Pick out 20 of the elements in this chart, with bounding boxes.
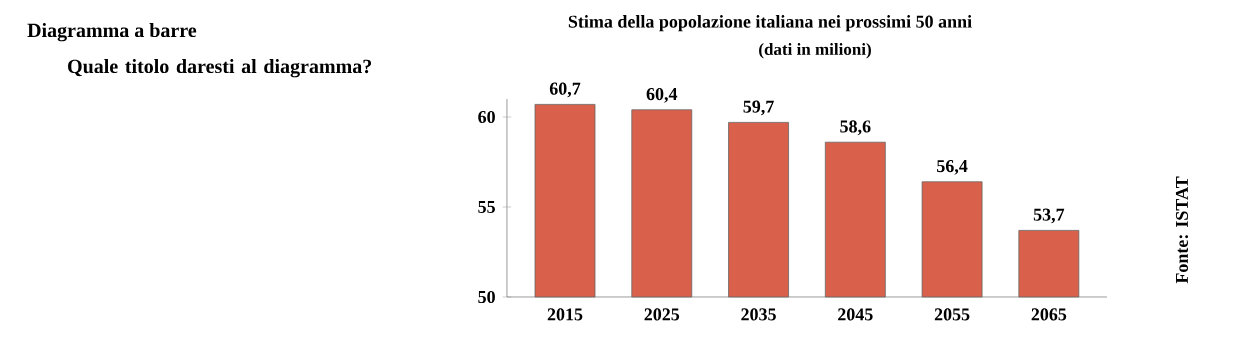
chart-title: Stima della popolazione italiana nei prossimi 50 anni	[568, 15, 972, 32]
chart-subtitle: (dati in milioni)	[759, 43, 871, 59]
y-tick-label: 50	[478, 290, 495, 304]
x-tick-label: 2055	[934, 308, 970, 321]
x-tick-label: 2035	[741, 308, 776, 321]
y-tick-label: 60	[478, 110, 495, 124]
source-note: Fonte: ISTAT	[1175, 176, 1189, 284]
data-label: 53,7	[1033, 208, 1065, 224]
data-label: 59,7	[743, 100, 774, 116]
x-tick-label: 2015	[547, 308, 583, 321]
x-tick-label: 2045	[838, 308, 873, 321]
data-label: 56,4	[937, 160, 968, 175]
text: Quale titolo daresti al diagramma?	[68, 59, 372, 78]
x-tick-label: 2025	[644, 308, 680, 321]
data-label: 58,6	[840, 120, 871, 136]
x-tick-label: 2065	[1031, 308, 1067, 321]
data-label: 60,7	[549, 82, 581, 98]
text: Diagramma a barre	[27, 23, 197, 42]
data-label: 60,4	[646, 87, 678, 103]
y-tick-label: 55	[478, 201, 495, 213]
